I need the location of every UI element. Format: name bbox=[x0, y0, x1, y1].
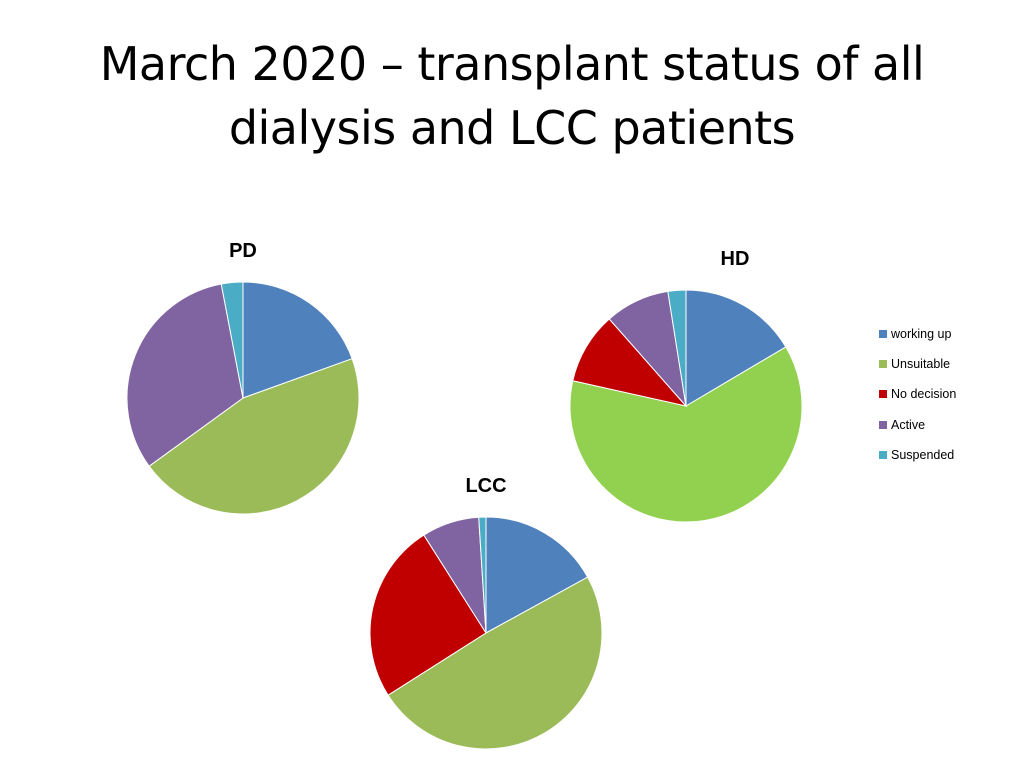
legend-swatch-unsuitable bbox=[879, 360, 887, 368]
legend-swatch-working-up bbox=[879, 330, 887, 338]
pie-lcc-slice-unsuitable bbox=[387, 576, 603, 750]
legend-swatch-active bbox=[879, 421, 887, 429]
legend-item-unsuitable: Unsuitable bbox=[879, 357, 950, 371]
legend-label-unsuitable: Unsuitable bbox=[891, 357, 950, 371]
pie-chart-lcc: LCC bbox=[369, 475, 603, 750]
legend-swatch-no-decision bbox=[879, 390, 887, 398]
legend-item-suspended: Suspended bbox=[879, 448, 954, 462]
pie-hd-slice-no-decision bbox=[572, 318, 688, 407]
pie-lcc-slices bbox=[369, 516, 603, 750]
legend-label-no-decision: No decision bbox=[891, 387, 956, 401]
pie-pd-slice-active bbox=[126, 283, 244, 467]
legend-label-active: Active bbox=[891, 418, 925, 432]
pie-hd-slice-working-up bbox=[685, 289, 787, 407]
pie-lcc-slice-suspended bbox=[478, 516, 487, 634]
pie-pd-slice-working-up bbox=[242, 281, 353, 399]
pie-pd-slice-unsuitable bbox=[148, 358, 360, 515]
pie-lcc-slice-no-decision bbox=[369, 534, 487, 696]
pie-pd-slices bbox=[126, 281, 360, 515]
legend-item-no-decision: No decision bbox=[879, 387, 956, 401]
pie-pd-title: PD bbox=[229, 240, 257, 262]
pie-chart-pd: PD bbox=[126, 240, 360, 515]
pie-hd-slice-unsuitable bbox=[569, 346, 803, 523]
slide-title-line-1: March 2020 – transplant status of all bbox=[99, 37, 925, 91]
legend-swatch-suspended bbox=[879, 451, 887, 459]
pie-lcc-slice-working-up bbox=[485, 516, 589, 634]
slide-title: March 2020 – transplant status of all di… bbox=[40, 32, 984, 160]
pie-chart-hd: HD bbox=[569, 248, 803, 523]
pie-hd-slices bbox=[569, 289, 803, 523]
pie-lcc-title: LCC bbox=[465, 475, 506, 497]
pie-hd-title: HD bbox=[721, 248, 750, 270]
legend-item-working-up: working up bbox=[879, 327, 951, 341]
legend-label-suspended: Suspended bbox=[891, 448, 954, 462]
pie-hd-slice-suspended bbox=[667, 289, 687, 407]
legend: working up Unsuitable No decision Active… bbox=[879, 327, 956, 462]
pie-pd-slice-suspended bbox=[220, 281, 244, 399]
slide-title-line-2: dialysis and LCC patients bbox=[228, 101, 796, 155]
legend-item-active: Active bbox=[879, 418, 925, 432]
legend-label-working-up: working up bbox=[890, 327, 951, 341]
